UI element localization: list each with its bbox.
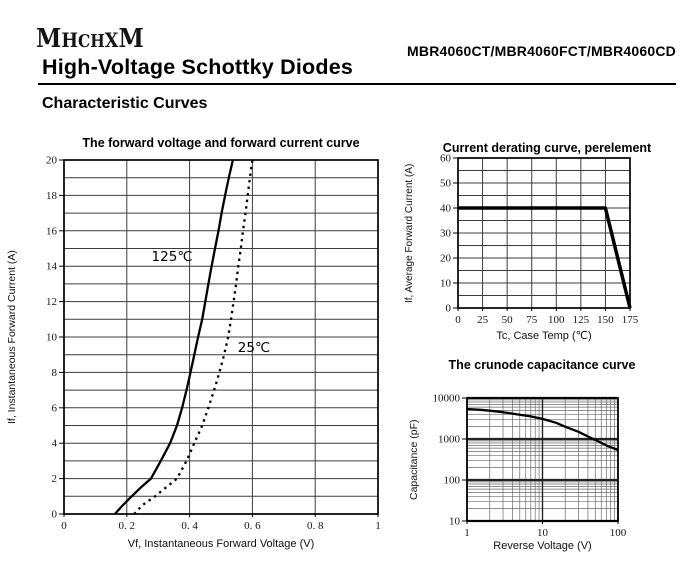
- forward-iv-chart-title: The forward voltage and forward current …: [82, 136, 360, 150]
- y-tick-label: 0: [446, 303, 452, 315]
- x-tick-label: 150: [597, 314, 614, 326]
- current-derating-chart-title: Current derating curve, perelement: [442, 141, 652, 155]
- capacitance-chart-title: The crunode capacitance curve: [448, 358, 636, 372]
- y-tick-label: 10: [449, 516, 461, 528]
- x-tick-label: 0: [455, 314, 461, 326]
- curve-label: 125℃: [152, 249, 193, 265]
- current-derating-y-axis-label: If, Average Forward Current (A): [404, 163, 415, 303]
- capacitance-chart: The crunode capacitance curve 10 100 1000 1…: [400, 352, 700, 561]
- y-tick-label: 10000: [433, 393, 461, 405]
- x-tick-label: 100: [610, 527, 627, 539]
- series-capacitance: [466, 407, 619, 452]
- x-tick-label: 0. 2: [119, 520, 136, 532]
- y-tick-label: 4: [52, 438, 58, 450]
- brand-logo: MHCHXM: [36, 24, 144, 54]
- y-tick-label: 2: [52, 473, 58, 485]
- x-tick-label: 75: [526, 314, 538, 326]
- y-tick-label: 18: [46, 190, 58, 202]
- current-derating-chart: Current derating curve, perelement 0 10 20…: [400, 128, 700, 352]
- y-tick-label: 12: [46, 296, 57, 308]
- y-tick-label: 40: [440, 203, 452, 215]
- y-tick-label: 14: [46, 261, 58, 273]
- y-tick-label: 10: [46, 332, 58, 344]
- series-125: [114, 159, 235, 515]
- curve-label: 25℃: [238, 340, 270, 356]
- capacitance-y-axis-label: Capacitance (pF): [408, 419, 420, 500]
- y-tick-label: 10: [440, 278, 452, 290]
- x-tick-label: 0. 8: [307, 520, 324, 532]
- section-heading: Characteristic Curves: [42, 95, 208, 112]
- part-numbers: MBR4060CT/MBR4060FCT/MBR4060CD: [407, 43, 676, 59]
- x-tick-label: 25: [477, 314, 489, 326]
- y-tick-label: 8: [52, 367, 58, 379]
- y-tick-label: 100: [444, 475, 461, 487]
- x-tick-label: 0: [61, 520, 67, 532]
- x-tick-label: 1: [464, 527, 470, 539]
- forward-iv-x-axis-label: Vf, Instantaneous Forward Voltage (V): [127, 538, 315, 550]
- x-tick-label: 10: [537, 527, 549, 539]
- forward-iv-y-axis-label: If, Instantaneous Forward Current (A): [6, 250, 18, 424]
- x-tick-label: 175: [622, 314, 639, 326]
- x-tick-label: 1: [375, 520, 381, 532]
- y-tick-label: 1000: [438, 434, 461, 446]
- y-tick-label: 0: [52, 509, 58, 521]
- x-tick-label: 100: [548, 314, 565, 326]
- y-tick-label: 50: [440, 178, 452, 190]
- y-tick-label: 16: [46, 225, 58, 237]
- capacitance-x-axis-label: Reverse Voltage (V): [493, 540, 592, 552]
- x-tick-label: 0. 6: [244, 520, 261, 532]
- y-tick-label: 20: [440, 253, 452, 265]
- x-tick-label: 125: [573, 314, 590, 326]
- x-tick-label: 50: [502, 314, 514, 326]
- y-tick-label: 60: [440, 153, 452, 165]
- forward-iv-plot: 0 2 4 6 8 10 12 14 16 18 20 0 0. 2 0. 4 0. 6 0. 8 1 125℃ 2…: [46, 155, 381, 533]
- y-tick-label: 30: [440, 228, 452, 240]
- y-tick-label: 20: [46, 155, 58, 167]
- forward-iv-chart: The forward voltage and forward current …: [0, 128, 400, 561]
- y-tick-label: 6: [52, 402, 58, 414]
- page-title: High-Voltage Schottky Diodes: [42, 55, 354, 79]
- current-derating-x-axis-label: Tc, Case Temp (℃): [496, 330, 592, 342]
- series-derating: [458, 206, 632, 309]
- current-derating-plot: 0 10 20 30 40 50 60 0 25 50 75 100 125 150 175: [440, 153, 639, 327]
- title-underline: [38, 83, 676, 85]
- x-tick-label: 0. 4: [181, 520, 198, 532]
